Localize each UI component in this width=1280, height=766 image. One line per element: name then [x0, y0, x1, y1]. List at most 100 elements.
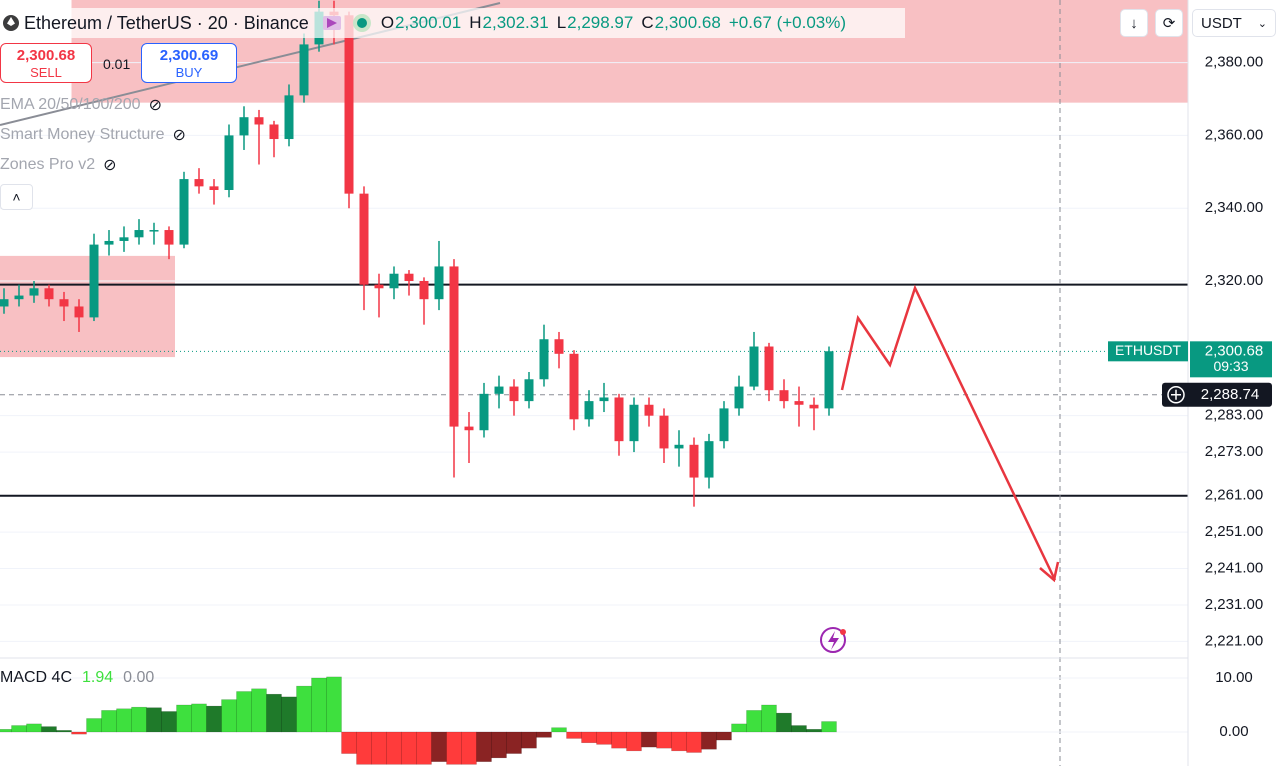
quantity[interactable]: 0.01	[103, 56, 131, 72]
price-tag-value: 2,300.68	[1205, 342, 1263, 359]
candle-body	[614, 397, 624, 442]
buy-price: 2,300.69	[159, 47, 219, 64]
candle-body	[644, 404, 654, 416]
sell-button[interactable]: 2,300.68 SELL	[0, 43, 92, 83]
candle-body	[284, 95, 294, 140]
refresh-button[interactable]: ⟳	[1155, 9, 1183, 37]
candle-body	[254, 117, 264, 125]
ohlc-value: 2,300.01	[395, 13, 462, 32]
macd-bar	[326, 676, 342, 733]
candle-body	[689, 444, 699, 478]
hidden-icon[interactable]: ⊘	[172, 127, 186, 144]
macd-bar	[551, 727, 567, 733]
buy-button[interactable]: 2,300.69 BUY	[141, 43, 237, 83]
macd-bar	[731, 723, 747, 733]
flag-icon[interactable]	[321, 14, 343, 32]
macd-bar	[236, 691, 252, 733]
macd-bar	[416, 731, 432, 765]
candle-body	[464, 426, 474, 431]
y-tick-label: 0.00	[1219, 723, 1248, 740]
macd-bar	[11, 725, 27, 733]
candle-body	[509, 386, 519, 402]
symbol-tag	[1108, 341, 1188, 362]
add-level-icon[interactable]	[1167, 386, 1185, 404]
macd-bar	[206, 705, 222, 733]
macd-bar	[401, 731, 417, 765]
currency: USDT	[1201, 14, 1242, 32]
price-tag	[1190, 341, 1272, 378]
candle-body	[299, 44, 309, 96]
macd-bar	[476, 731, 492, 762]
macd-bar	[0, 729, 12, 733]
macd-bar	[311, 677, 327, 733]
candle-body	[0, 299, 9, 307]
macd-bar	[776, 712, 792, 733]
macd-bar	[821, 721, 837, 733]
hidden-icon[interactable]: ⊘	[148, 97, 162, 114]
candle-body	[809, 404, 819, 409]
candle-body	[749, 346, 759, 387]
candle-body	[404, 273, 414, 281]
crosshair-tag	[1162, 382, 1272, 407]
candle-body	[164, 230, 174, 245]
candle-body	[659, 415, 669, 449]
ohlc-value: 2,300.68	[654, 13, 721, 32]
symbol-header: Ethereum / TetherUS · 20 · Binance O 2,30…	[0, 8, 905, 38]
y-tick-label: 2,251.00	[1205, 523, 1263, 540]
macd-bar	[701, 731, 717, 750]
buy-label: BUY	[175, 65, 203, 80]
macd-bar	[146, 707, 162, 733]
candle-body	[824, 351, 834, 409]
candle-body	[434, 266, 444, 300]
alert-bolt	[828, 631, 839, 650]
sell-label: SELL	[30, 65, 62, 80]
alert-icon[interactable]	[820, 627, 846, 653]
macd-bar	[791, 725, 807, 733]
candle-body	[794, 401, 804, 405]
candle-body	[224, 135, 234, 191]
macd-bar	[371, 731, 387, 765]
candle-body	[599, 397, 609, 402]
ohlc-value: 2,298.97	[567, 13, 634, 32]
indicator-name: EMA 20/50/100/200	[0, 96, 141, 113]
candle-body	[734, 386, 744, 409]
hidden-icon[interactable]: ⊘	[103, 157, 117, 174]
candle-body	[344, 15, 354, 194]
indicator-row[interactable]: EMA 20/50/100/200 ⊘	[0, 95, 162, 115]
candle-body	[374, 284, 384, 289]
candle-body	[584, 401, 594, 420]
candle-body	[59, 299, 69, 307]
symbol-title: Ethereum / TetherUS · 20 · Binance	[24, 12, 309, 33]
candle-body	[389, 273, 399, 289]
indicator-row[interactable]: Zones Pro v2 ⊘	[0, 155, 117, 175]
y-tick-label: 2,221.00	[1205, 632, 1263, 649]
macd-bar	[41, 726, 57, 733]
macd-bar	[56, 730, 72, 733]
y-tick-label: 2,320.00	[1205, 272, 1263, 289]
download-button[interactable]: ↓	[1120, 9, 1148, 37]
indicator-row[interactable]: Smart Money Structure ⊘	[0, 125, 186, 145]
macd-bar	[86, 718, 102, 733]
macd-bar	[341, 731, 357, 754]
ohlc-label: O	[380, 13, 395, 32]
candle-body	[554, 339, 564, 354]
candle-body	[479, 393, 489, 431]
collapse-button[interactable]: ˄	[0, 184, 33, 210]
y-tick-label: 2,380.00	[1205, 54, 1263, 71]
change: +0.67 (+0.03%)	[728, 13, 847, 32]
candle-body	[194, 179, 204, 187]
currency-select[interactable]: USDT ⌄	[1192, 9, 1276, 37]
candle-body	[134, 230, 144, 238]
macd-bar	[176, 704, 192, 733]
add-level-plus	[1171, 389, 1181, 400]
macd-bar	[386, 731, 402, 765]
y-tick-label: 2,231.00	[1205, 596, 1263, 613]
macd-bar	[251, 688, 267, 733]
macd-bar	[71, 731, 87, 735]
macd-bar	[641, 731, 657, 748]
indicator-name: Smart Money Structure	[0, 126, 165, 143]
macd-bar	[116, 708, 132, 733]
ohlc-value: 2,302.31	[482, 13, 549, 32]
ohlc-label: C	[641, 13, 654, 32]
